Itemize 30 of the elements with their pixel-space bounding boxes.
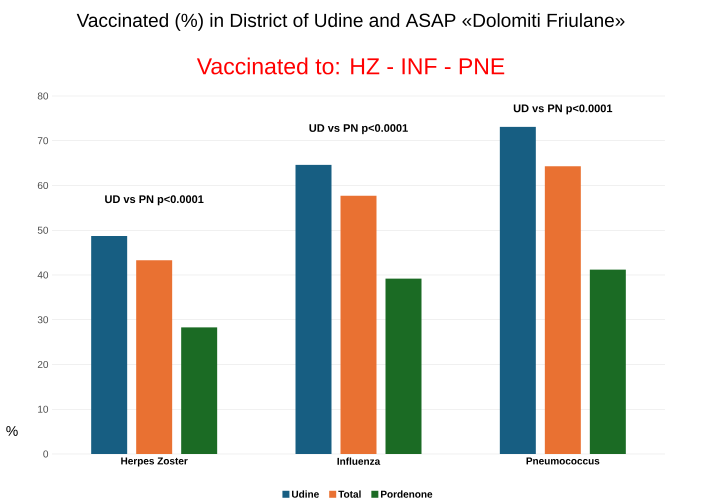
x-tick-label: Influenza	[338, 458, 380, 465]
y-tick-label: 60	[38, 182, 48, 190]
chart-title: Vaccinated (%) in District of Udine and ASAP «Dolomiti Friulane»	[76, 13, 625, 31]
y-tick-label: 40	[38, 271, 48, 279]
x-tick-label: Pneumococcus	[526, 458, 600, 464]
annotation: UD vs PN p<0.0001	[514, 104, 612, 114]
bar	[544, 166, 581, 454]
chart-subtitle: Vaccinated to: HZ - INF - PNE	[196, 58, 504, 74]
bar	[296, 164, 332, 454]
bar	[500, 126, 536, 454]
bar	[340, 196, 376, 454]
y-tick-label: 10	[38, 406, 48, 413]
y-axis-title: %	[6, 426, 18, 436]
y-tick-label: 50	[38, 226, 48, 234]
y-tick-label: 0	[43, 450, 48, 458]
legend-label: Pordenone	[381, 490, 432, 498]
legend-label: Total	[338, 490, 361, 498]
bar	[91, 236, 128, 454]
bar	[136, 260, 172, 454]
y-tick-label: 70	[38, 137, 48, 144]
bar	[181, 327, 218, 454]
bar	[590, 270, 626, 454]
y-tick-label: 20	[38, 360, 48, 368]
annotation: UD vs PN p<0.0001	[309, 124, 408, 134]
annotation: UD vs PN p<0.0001	[105, 195, 204, 206]
y-tick-label: 80	[38, 92, 48, 100]
bar	[386, 278, 422, 454]
x-tick-label: Herpes Zoster	[121, 458, 188, 466]
legend-label: Udine	[292, 490, 319, 498]
y-tick-label: 30	[38, 316, 48, 324]
